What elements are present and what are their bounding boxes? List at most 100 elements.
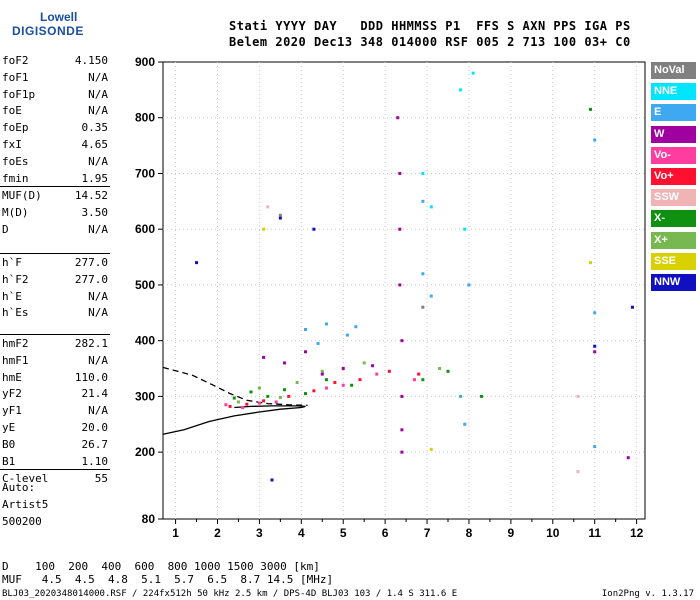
ionogram-chart: 1 2 3 4 5 6 7 8 9 10 11 128020030040050060070080090…: [135, 55, 646, 540]
data-point-w: [262, 355, 266, 359]
data-point-w: [371, 364, 375, 368]
legend-item-x-: X-: [651, 210, 696, 228]
param-name: foEs: [2, 154, 29, 168]
x-tick-label: 9: [508, 526, 515, 540]
data-point-x-: [320, 369, 324, 373]
grid: [163, 62, 645, 519]
data-point-w: [283, 361, 287, 365]
x-tick-label: 8: [466, 526, 473, 540]
data-point-w: [400, 428, 404, 432]
param-row: fxI 4.65: [2, 138, 108, 155]
param-name: hmF1: [2, 353, 29, 367]
param-name: fmin: [2, 171, 29, 185]
y-tick-label: 80: [142, 512, 156, 526]
data-point-vo-: [257, 401, 261, 405]
y-tick-label: 600: [135, 222, 155, 236]
param-name: M(D): [2, 205, 29, 219]
auto-label: Auto:: [2, 481, 36, 494]
param-value: 110.0: [74, 370, 108, 384]
param-row: hmF1 N/A: [2, 354, 108, 371]
param-row: h`E N/A: [2, 290, 108, 307]
param-row: foF1 N/A: [2, 71, 108, 88]
x-tick-label: 10: [546, 526, 560, 540]
data-point-sse: [262, 227, 266, 231]
data-point-e: [354, 325, 358, 329]
param-row: h`Es N/A: [2, 306, 108, 323]
curve-trace: [162, 366, 308, 406]
data-point-nnw: [270, 478, 274, 482]
data-point-ssw: [576, 470, 580, 474]
param-name: foE: [2, 104, 22, 118]
data-point-w: [304, 350, 308, 354]
param-name: fxI: [2, 138, 22, 151]
x-tick-label: 11: [588, 526, 601, 540]
data-point-noval: [421, 305, 425, 309]
param-row: C-level 55: [2, 472, 108, 489]
data-point-vo-: [262, 399, 266, 403]
data-point-w: [400, 339, 404, 343]
param-name: foEp: [2, 121, 29, 135]
data-point-vo-: [274, 400, 278, 404]
param-name: hmF2: [2, 337, 29, 350]
data-point-vo-: [324, 386, 328, 390]
data-point-w: [398, 227, 402, 231]
data-point-x-: [257, 386, 261, 390]
panel-divider: [0, 253, 110, 254]
param-value: N/A: [88, 87, 108, 101]
param-value: N/A: [88, 222, 108, 236]
data-point-e: [593, 311, 597, 315]
data-point-ssw: [266, 205, 270, 209]
param-name: foF1p: [2, 87, 36, 101]
param-name: hmE: [2, 370, 22, 384]
param-name: h`F2: [2, 272, 29, 286]
param-row: M(D) 3.50: [2, 206, 108, 223]
data-point-x-: [278, 396, 282, 400]
param-row: foF1p N/A: [2, 88, 108, 105]
param-name: D: [2, 222, 9, 236]
param-value: 21.4: [81, 387, 109, 401]
data-point-w: [341, 367, 345, 371]
logo-lowell: Lowell: [40, 10, 78, 24]
legend-item-w: W: [651, 125, 696, 143]
param-value: 0.35: [81, 121, 109, 135]
legend-item-ssw: SSW: [651, 189, 696, 207]
param-row: hmE 110.0: [2, 371, 108, 388]
data-point-x-: [362, 361, 366, 365]
param-row: foE N/A: [2, 104, 108, 121]
param-value: 55: [94, 472, 108, 485]
x-tick-label: 6: [382, 526, 389, 540]
data-point-x-: [249, 390, 253, 394]
param-row: foF2 4.150: [2, 54, 108, 71]
param-name: foF2: [2, 54, 29, 67]
param-name: h`F: [2, 256, 22, 269]
param-row: foEs N/A: [2, 155, 108, 172]
legend-item-x-: X+: [651, 231, 696, 249]
panel-divider: [0, 469, 110, 470]
data-point-vo-: [312, 389, 316, 393]
param-value: 282.1: [74, 337, 108, 350]
legend-item-vo-: Vo-: [651, 146, 696, 164]
data-point-vo-: [375, 372, 379, 376]
data-point-nne: [429, 205, 433, 209]
x-tick-label: 4: [298, 526, 305, 540]
data-point-w: [320, 372, 324, 376]
param-value: 4.65: [81, 138, 109, 151]
y-tick-label: 700: [135, 166, 155, 180]
param-value: N/A: [88, 289, 108, 303]
param-name: B1: [2, 454, 16, 468]
param-name: yF2: [2, 387, 22, 401]
param-value: N/A: [88, 154, 108, 168]
legend-item-nnw: NNW: [651, 274, 696, 291]
param-value: N/A: [88, 404, 108, 418]
param-name: B0: [2, 437, 16, 451]
data-point-x-: [283, 388, 287, 392]
param-value: 4.150: [74, 54, 108, 67]
data-point-e: [593, 138, 597, 142]
data-point-vo-: [224, 403, 228, 407]
y-tick-label: 200: [135, 445, 155, 459]
param-row: foEp 0.35: [2, 121, 108, 138]
header-values: Belem 2020 Dec13 348 014000 RSF 005 2 71…: [229, 35, 631, 49]
y-tick-label: 300: [135, 389, 155, 403]
version-label: Ion2Png v. 1.3.17: [601, 589, 694, 599]
param-value: 277.0: [74, 272, 108, 286]
